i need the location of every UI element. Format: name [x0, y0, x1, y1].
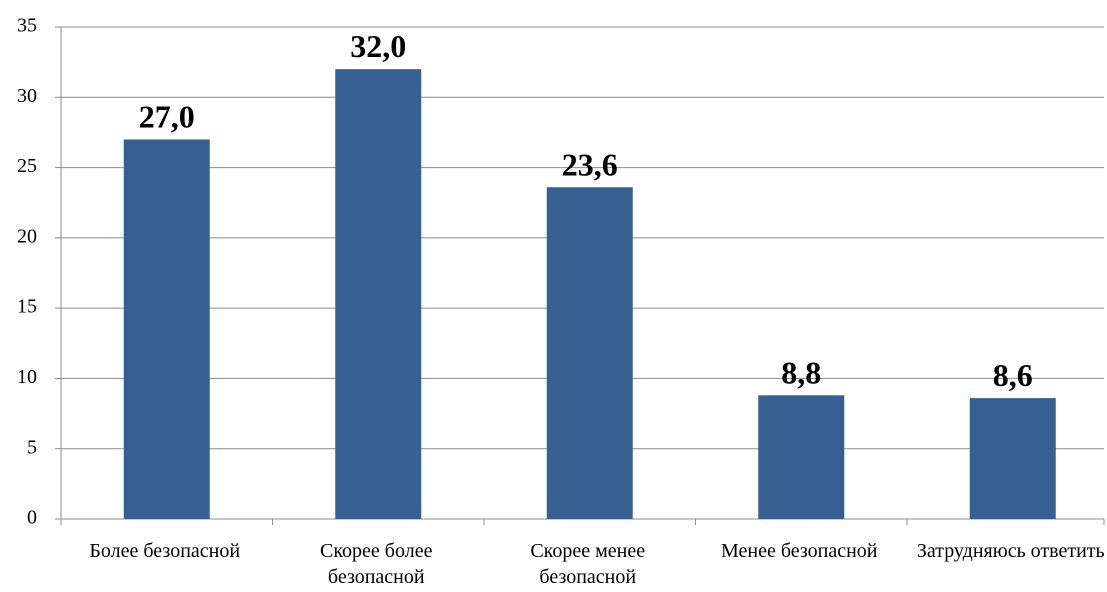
y-tick-label: 10	[17, 366, 37, 388]
data-label: 32,0	[350, 28, 406, 64]
y-tick-label: 35	[17, 15, 37, 37]
y-tick-label: 20	[17, 225, 37, 247]
y-tick-label: 15	[17, 296, 37, 318]
data-label: 8,8	[781, 354, 821, 390]
bar	[969, 398, 1056, 519]
bar	[335, 69, 422, 520]
x-tick-label: Затрудняюсь ответить	[916, 540, 1105, 562]
data-label: 8,6	[993, 357, 1033, 393]
y-tick-label: 5	[27, 436, 37, 458]
bar	[546, 187, 633, 519]
x-tick-label: Более безопасной	[89, 540, 241, 562]
data-label: 27,0	[139, 98, 195, 134]
data-label: 23,6	[562, 146, 618, 182]
x-tick-label: Скорее более безопасной	[320, 540, 433, 588]
x-tick-label: Скорее менее безопасной	[530, 540, 646, 588]
y-tick-label: 25	[17, 155, 37, 177]
bar	[758, 395, 845, 519]
y-tick-label: 0	[27, 507, 37, 529]
x-tick-label: Менее безопасной	[720, 540, 878, 562]
bar	[123, 139, 210, 519]
y-tick-label: 30	[17, 85, 37, 107]
